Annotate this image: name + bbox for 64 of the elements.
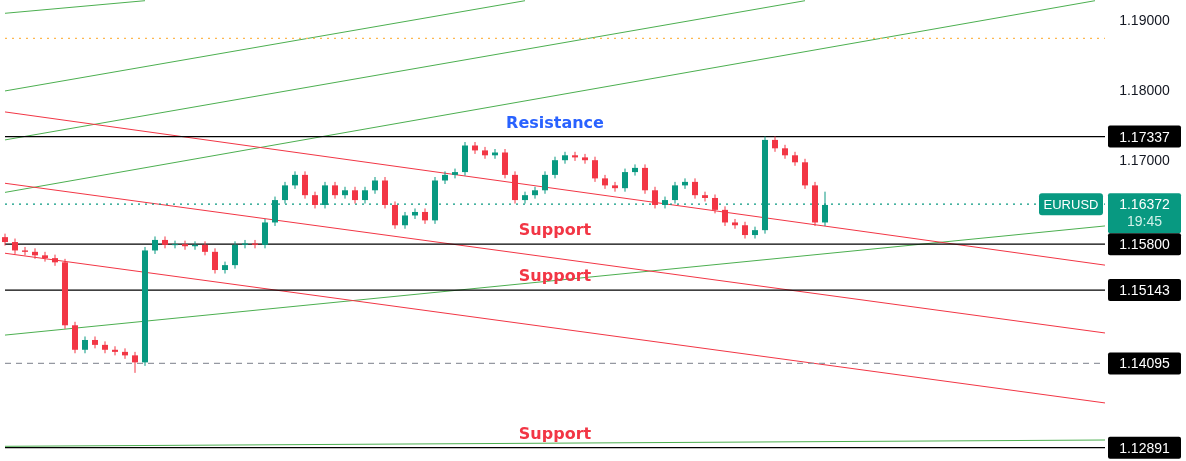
candlestick xyxy=(582,153,588,165)
candlestick xyxy=(152,235,158,255)
y-tick-label: 1.15800 xyxy=(1119,236,1171,253)
candlestick xyxy=(292,170,298,190)
ref-line-label: Support xyxy=(518,220,592,240)
candlestick xyxy=(452,168,458,179)
candlestick xyxy=(692,177,698,200)
candlestick xyxy=(592,156,598,183)
candlestick xyxy=(552,156,558,179)
candlestick xyxy=(302,170,308,200)
candlestick xyxy=(752,226,758,240)
candlestick xyxy=(612,181,618,193)
candlestick xyxy=(722,205,728,227)
ref-line-label: Support xyxy=(518,423,592,443)
candlestick xyxy=(572,151,578,162)
candlestick xyxy=(182,240,188,251)
candlestick xyxy=(392,200,398,230)
candlestick xyxy=(242,239,248,249)
candlestick xyxy=(102,340,108,354)
candlestick xyxy=(482,146,488,160)
candlestick xyxy=(422,207,428,225)
y-tick-label: 1.19000 xyxy=(1119,12,1171,29)
candlestick xyxy=(662,196,668,209)
candlestick xyxy=(632,163,638,177)
candlestick xyxy=(112,345,118,356)
candlestick xyxy=(132,351,138,374)
candlestick xyxy=(782,144,788,160)
candlestick xyxy=(172,240,178,249)
candlestick xyxy=(212,247,218,275)
candlestick xyxy=(92,335,98,349)
candlestick xyxy=(802,158,808,190)
candlestick xyxy=(562,151,568,165)
candlestick xyxy=(602,174,608,190)
y-tick-label: 1.15143 xyxy=(1119,282,1171,299)
candlestick xyxy=(642,163,648,195)
candlestick xyxy=(652,186,658,209)
candlestick xyxy=(202,240,208,256)
y-tick-label: 1.17000 xyxy=(1119,152,1171,169)
candlestick xyxy=(502,148,508,179)
y-tick-label: 1.17337 xyxy=(1119,128,1171,145)
candlestick xyxy=(222,261,228,275)
y-tick-label: 1.18000 xyxy=(1119,82,1171,99)
candlestick xyxy=(2,233,8,247)
candlestick xyxy=(542,170,548,195)
candlestick xyxy=(622,168,628,193)
ref-line-label: Resistance xyxy=(506,112,605,132)
y-tick-label: 1.14095 xyxy=(1119,355,1171,372)
ref-line-label: Support xyxy=(518,266,592,286)
candlestick xyxy=(712,193,718,214)
candlestick xyxy=(732,218,738,230)
candlestick xyxy=(702,191,708,202)
candlestick xyxy=(262,218,268,249)
candlestick xyxy=(162,235,168,249)
text: 19:45 xyxy=(1126,213,1163,230)
candlestick xyxy=(532,186,538,200)
y-tick-label: 1.16372 xyxy=(1119,196,1171,213)
candlestick xyxy=(342,186,348,200)
candlestick xyxy=(822,191,828,227)
ref-line-label: EURUSD xyxy=(1043,197,1099,213)
candlestick xyxy=(772,135,778,153)
candlestick xyxy=(232,240,238,270)
y-tick-label: 1.12891 xyxy=(1119,439,1171,456)
candlestick xyxy=(792,151,798,167)
candlestick xyxy=(252,239,258,249)
